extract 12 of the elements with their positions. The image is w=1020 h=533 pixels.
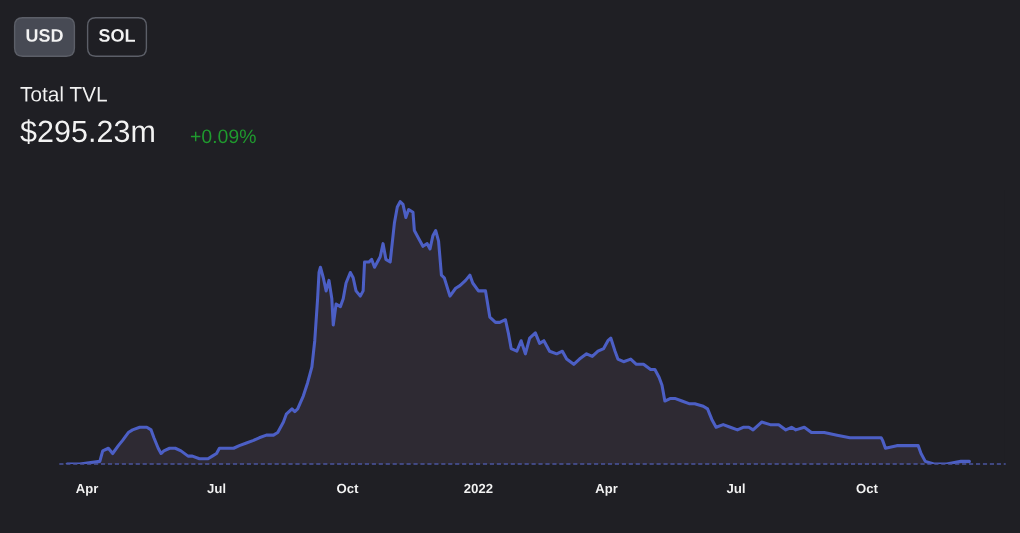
text: +0.09% [190, 129, 256, 144]
x-tick-label: Jul [726, 483, 745, 494]
x-tick-label: Apr [595, 483, 618, 496]
x-tick-label: 2022 [464, 483, 493, 494]
chart-subtitle: $295.23m [20, 119, 154, 145]
x-tick-label: Apr [76, 483, 99, 496]
x-tick-label: Jul [207, 483, 226, 494]
chart-title: Total TVL [20, 86, 107, 102]
x-tick-label: Oct [856, 483, 878, 494]
x-tick-label: Oct [337, 483, 359, 494]
text: USD [26, 29, 63, 42]
text: SOL [98, 29, 135, 42]
